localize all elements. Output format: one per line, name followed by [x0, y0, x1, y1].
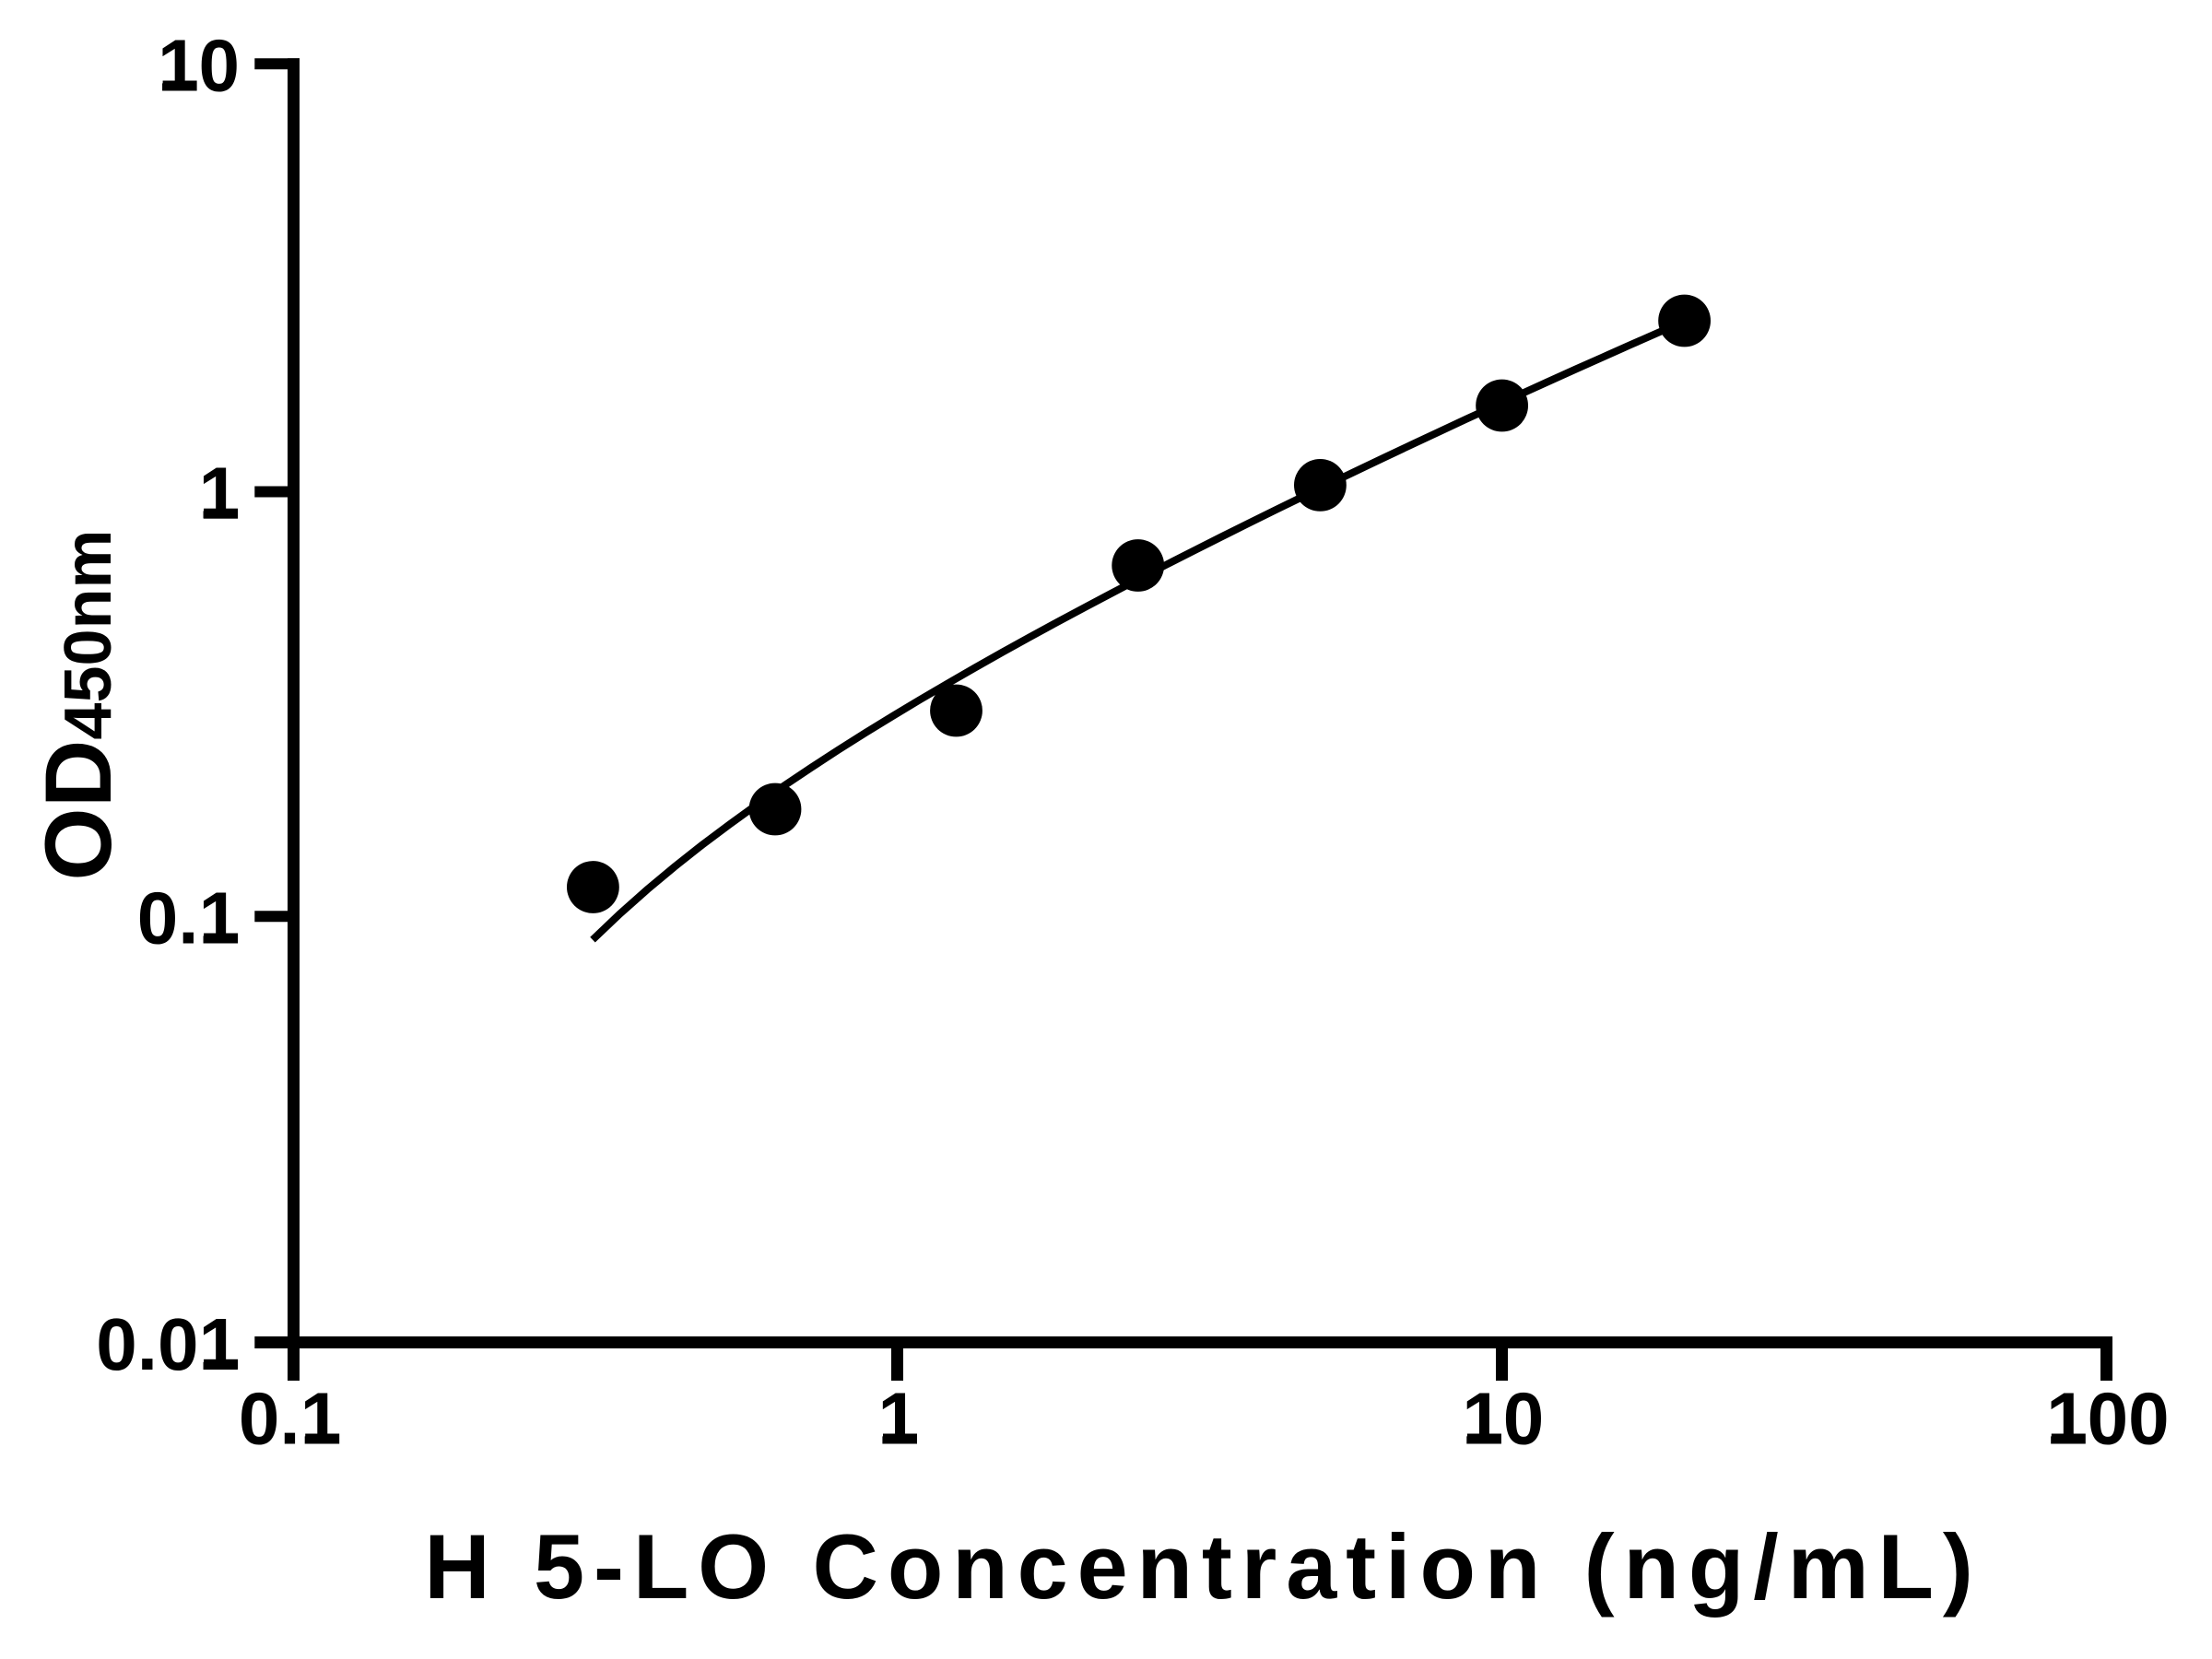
svg-text:0.1: 0.1 — [239, 1378, 341, 1460]
svg-text:0.01: 0.01 — [96, 1303, 240, 1385]
svg-text:1: 1 — [199, 453, 241, 535]
svg-text:0.1: 0.1 — [137, 877, 240, 959]
svg-text:10: 10 — [1462, 1378, 1544, 1460]
svg-text:H 5-LO Concentration (ng/mL): H 5-LO Concentration (ng/mL) — [424, 1515, 1983, 1618]
svg-text:10: 10 — [158, 25, 240, 107]
svg-text:1: 1 — [877, 1378, 919, 1460]
svg-text:100: 100 — [2046, 1378, 2169, 1460]
